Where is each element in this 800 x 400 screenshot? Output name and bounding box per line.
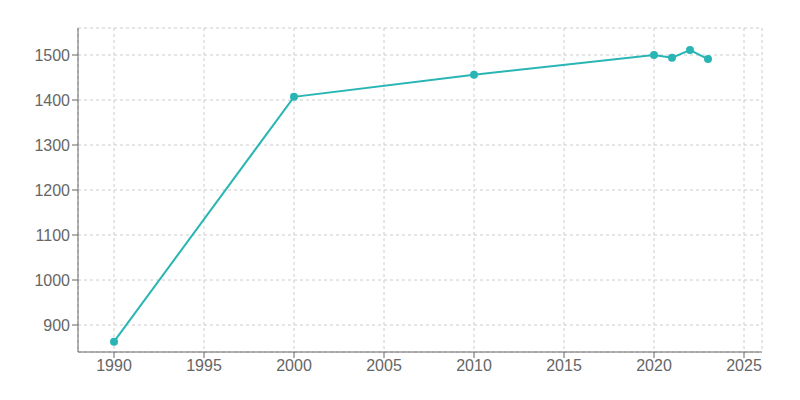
svg-text:2020: 2020 <box>636 357 672 374</box>
svg-text:2025: 2025 <box>726 357 762 374</box>
svg-text:1000: 1000 <box>34 272 70 289</box>
svg-text:900: 900 <box>43 317 70 334</box>
svg-text:2010: 2010 <box>456 357 492 374</box>
svg-text:1300: 1300 <box>34 137 70 154</box>
svg-text:1400: 1400 <box>34 92 70 109</box>
svg-text:1100: 1100 <box>36 227 71 244</box>
svg-text:2015: 2015 <box>546 357 582 374</box>
svg-text:2005: 2005 <box>366 357 402 374</box>
svg-text:1990: 1990 <box>96 357 132 374</box>
svg-text:1500: 1500 <box>34 47 70 64</box>
svg-text:1995: 1995 <box>186 357 222 374</box>
svg-text:2000: 2000 <box>276 357 312 374</box>
svg-text:1200: 1200 <box>34 182 70 199</box>
